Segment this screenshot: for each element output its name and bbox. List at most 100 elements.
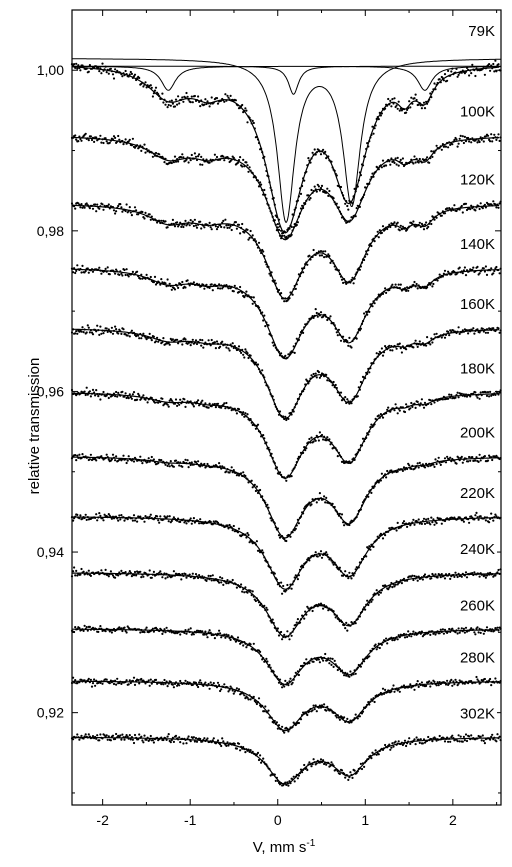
spectrum-200K [70,453,502,543]
data-point [493,269,496,273]
data-point [284,354,287,357]
data-point [385,164,388,167]
data-point [320,433,324,437]
data-point [325,373,328,376]
data-point [107,328,110,331]
data-point [79,137,82,141]
data-point [81,264,84,267]
data-point [385,637,388,640]
data-point [115,390,118,394]
data-point [107,575,110,578]
data-point [446,79,449,82]
data-point [322,315,325,318]
data-point [319,758,323,761]
doublet-component [72,58,501,223]
data-point [136,398,139,401]
data-point [111,453,115,456]
data-point [306,605,309,608]
data-point [144,336,147,339]
data-point [170,161,173,165]
data-point [167,103,170,107]
data-point [406,108,409,111]
data-point [481,734,484,737]
data-point [411,405,414,408]
data-point [151,627,154,630]
data-point [348,675,351,678]
data-point [244,294,247,297]
data-point [312,704,315,707]
data-point [119,518,122,521]
fit-line [72,680,500,732]
data-point [306,768,309,772]
data-point [461,461,464,464]
data-point [107,513,110,516]
data-point [87,326,90,329]
data-point [110,458,113,461]
data-point [428,161,431,164]
data-point [251,234,254,237]
data-point [311,709,314,712]
data-point [193,152,196,155]
data-point [256,423,260,426]
data-point [178,684,181,687]
data-point [488,63,491,66]
data-point [320,184,324,187]
data-point [221,737,224,740]
data-point [179,741,182,744]
data-point [237,345,241,348]
data-point [412,162,415,165]
data-point [312,758,315,761]
data-point [242,411,245,414]
data-point [326,436,329,439]
data-point [418,741,421,745]
data-point [154,340,158,343]
data-point [230,228,233,232]
data-point [168,343,171,346]
data-point [263,188,266,192]
data-point [495,740,498,743]
data-point [431,740,434,743]
data-point [161,632,164,636]
data-point [255,702,258,706]
data-point [296,618,299,621]
data-point [168,515,171,518]
data-point [201,399,204,402]
data-point [464,626,468,629]
y-tick-label: 0,92 [37,705,64,721]
data-point [333,659,336,663]
data-point [414,93,417,96]
data-point [393,221,396,224]
data-point [122,143,125,146]
data-point [402,466,406,469]
data-point [214,225,217,228]
data-point [128,570,131,573]
data-point [117,574,120,577]
data-point [472,327,475,330]
data-point [176,338,179,341]
data-point [94,203,97,206]
data-point [327,194,330,197]
data-point [262,319,265,322]
data-point [74,332,77,335]
data-point [447,397,450,400]
data-point [144,515,147,518]
data-point [171,338,174,341]
data-point [381,537,385,540]
data-point [235,747,238,750]
data-point [132,514,136,517]
data-point [353,769,356,772]
data-point [189,740,192,743]
data-point [150,215,153,218]
data-point [100,569,103,572]
data-point [381,292,385,295]
data-point [271,341,274,344]
data-point [301,204,304,207]
data-point [76,513,79,517]
data-point [98,333,101,336]
data-point [207,339,210,342]
data-point [313,148,316,151]
data-point [385,291,388,294]
data-point [169,104,172,107]
data-point [96,203,99,206]
data-point [263,710,266,713]
